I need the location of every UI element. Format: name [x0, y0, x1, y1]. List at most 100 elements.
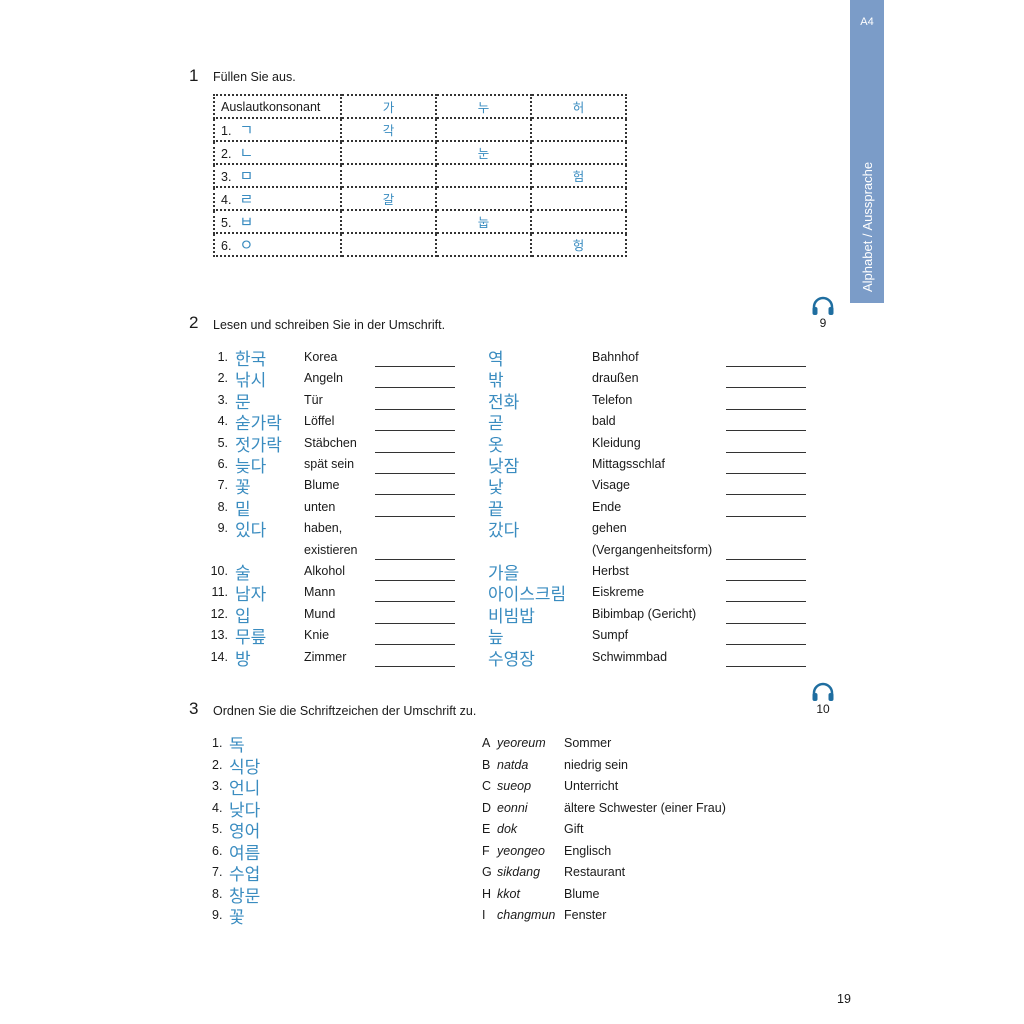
table-cell[interactable]: [530, 209, 627, 234]
answer-blank[interactable]: [726, 494, 806, 496]
answer-blank[interactable]: [726, 451, 806, 453]
table-row: 5. ㅂ 눕: [213, 209, 627, 234]
german-meaning: Tür: [304, 392, 323, 407]
table-cell[interactable]: [340, 209, 437, 234]
audio-track-10[interactable]: 10: [808, 682, 838, 716]
row-label-cell: 3. ㅁ: [213, 163, 342, 188]
option-letter: D: [482, 800, 492, 815]
table-cell[interactable]: [435, 163, 532, 188]
answer-blank[interactable]: [726, 515, 806, 517]
table-cell[interactable]: 눕: [435, 209, 532, 234]
korean-word: 꽃: [229, 908, 245, 927]
korean-word: 곧: [488, 414, 504, 434]
table-cell[interactable]: 갈: [340, 186, 437, 211]
item-number: 11.: [211, 585, 228, 600]
korean-word: 젓가락: [235, 435, 282, 455]
item-number: 6.: [212, 843, 223, 858]
korean-word: 문: [235, 392, 251, 412]
table-header-row: Auslautkonsonant 가 누 허: [213, 94, 627, 119]
answer-blank[interactable]: [726, 644, 806, 646]
german-meaning: niedrig sein: [564, 757, 628, 772]
table-cell[interactable]: [435, 186, 532, 211]
korean-word: 비빔밥: [488, 606, 535, 626]
answer-blank[interactable]: [375, 580, 455, 581]
answer-blank[interactable]: [375, 494, 455, 496]
table-cell[interactable]: [340, 163, 437, 188]
answer-blank[interactable]: [726, 387, 806, 389]
fill-in-table: Auslautkonsonant 가 누 허 1. ㄱ 각 2. ㄴ 눈 3. ㅁ 험 4. ㄹ 갈 5. ㅂ 눕 6…: [213, 94, 627, 257]
row-number: 6.: [221, 239, 232, 253]
answer-blank[interactable]: [375, 558, 455, 560]
answer-blank[interactable]: [726, 601, 806, 603]
korean-word: 한국: [235, 350, 267, 369]
german-meaning: Knie: [304, 628, 330, 643]
korean-word: 식당: [229, 757, 261, 777]
answer-blank[interactable]: [375, 601, 455, 603]
item-number: 10.: [210, 564, 228, 578]
answer-blank[interactable]: [375, 408, 455, 410]
table-row: 4. ㄹ 갈: [213, 186, 627, 211]
answer-blank[interactable]: [375, 473, 455, 474]
german-meaning: Unterricht: [564, 779, 619, 793]
german-meaning: Löffel: [304, 414, 335, 429]
answer-blank[interactable]: [726, 430, 806, 432]
answer-blank[interactable]: [375, 451, 455, 453]
answer-blank[interactable]: [726, 408, 806, 410]
table-cell[interactable]: 험: [530, 163, 627, 188]
answer-blank[interactable]: [375, 644, 455, 646]
item-number: 7.: [217, 478, 228, 493]
answer-blank[interactable]: [726, 366, 806, 367]
table-cell[interactable]: [530, 140, 627, 165]
german-meaning: gehen: [592, 521, 627, 536]
answer-blank[interactable]: [726, 622, 806, 624]
table-cell[interactable]: 헝: [530, 232, 627, 257]
exercise-1-instruction: Füllen Sie aus.: [213, 70, 296, 84]
german-meaning: draußen: [592, 371, 639, 386]
korean-word: 여름: [229, 843, 261, 863]
row-label-cell: 5. ㅂ: [213, 209, 342, 234]
korean-word: 늦다: [235, 457, 267, 476]
table-cell[interactable]: [530, 186, 627, 211]
answer-blank[interactable]: [375, 622, 455, 624]
answer-blank[interactable]: [726, 558, 806, 560]
item-number: 2.: [212, 757, 223, 772]
table-cell[interactable]: 각: [340, 117, 437, 142]
table-cell[interactable]: [530, 117, 627, 142]
table-row: 1. ㄱ 각: [213, 117, 627, 142]
chapter-code: A4: [860, 16, 874, 28]
romanization: natda: [497, 757, 529, 772]
korean-word: 남자: [235, 585, 267, 605]
romanization: yeoreum: [497, 736, 546, 750]
korean-word: 창문: [229, 886, 261, 906]
answer-blank[interactable]: [375, 665, 455, 667]
table-cell[interactable]: [435, 117, 532, 142]
table-cell[interactable]: [340, 232, 437, 257]
table-cell[interactable]: [435, 232, 532, 257]
korean-word: 가을: [488, 564, 520, 583]
romanization: kkot: [497, 886, 520, 901]
audio-track-9[interactable]: 9: [808, 296, 838, 330]
answer-blank[interactable]: [726, 665, 806, 667]
table-row: 3. ㅁ 험: [213, 163, 627, 188]
korean-word: 입: [235, 606, 251, 626]
korean-word: 역: [488, 350, 504, 369]
table-cell[interactable]: [340, 140, 437, 165]
answer-blank[interactable]: [375, 366, 455, 367]
row-label-cell: 1. ㄱ: [213, 117, 342, 142]
korean-word: 낮다: [229, 800, 261, 820]
german-meaning: Stäbchen: [304, 435, 357, 450]
answer-blank[interactable]: [375, 430, 455, 432]
table-cell[interactable]: 눈: [435, 140, 532, 165]
option-letter: I: [482, 908, 486, 922]
option-letter: A: [482, 736, 491, 750]
answer-blank[interactable]: [726, 580, 806, 581]
item-number: 2.: [217, 371, 228, 386]
answer-blank[interactable]: [375, 515, 455, 517]
exercise-3-number: 3: [189, 699, 199, 718]
korean-word: 숟가락: [235, 414, 282, 434]
answer-blank[interactable]: [726, 473, 806, 474]
answer-blank[interactable]: [375, 387, 455, 389]
row-label-cell: 4. ㄹ: [213, 186, 342, 211]
item-number: 1.: [217, 350, 228, 364]
korean-word: 전화: [488, 392, 520, 412]
